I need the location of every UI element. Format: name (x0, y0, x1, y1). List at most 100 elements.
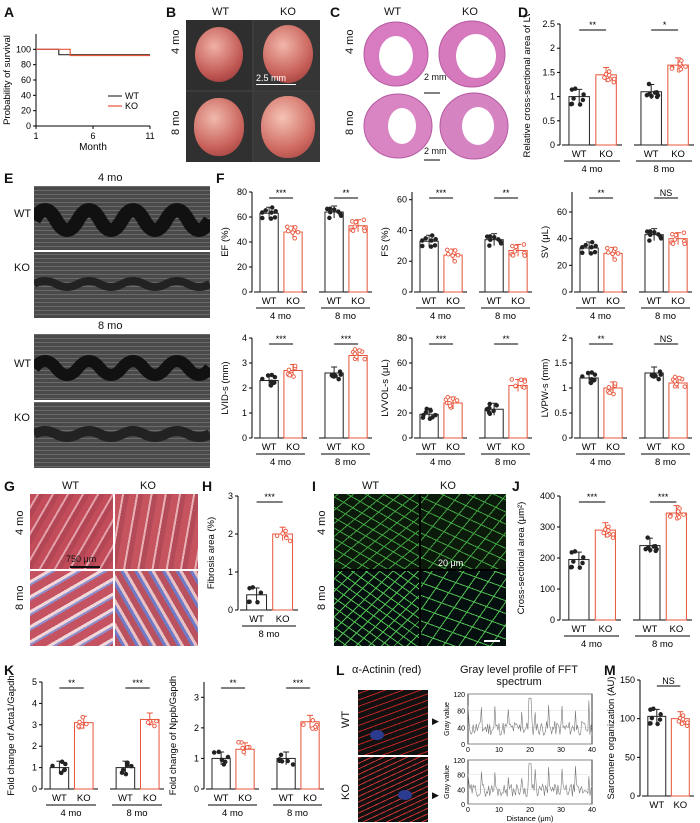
y-tick-label: 0.5 (554, 408, 567, 418)
data-point (613, 246, 618, 251)
x-tick-label: 11 (145, 131, 154, 141)
data-point (63, 761, 68, 767)
y-axis-label: Cross-sectional area (μm²) (516, 502, 527, 615)
y-axis-label: Gray value (444, 765, 451, 799)
data-point (211, 750, 217, 755)
data-point (521, 242, 527, 247)
sig-label: *** (658, 492, 669, 502)
data-point (611, 391, 616, 397)
data-point (331, 207, 337, 212)
y-axis-label: LVPW-s (mm) (540, 359, 551, 418)
y-tick-label: 2 (242, 383, 247, 393)
b-col-wt: WT (212, 6, 230, 18)
y-tick-label: 60 (397, 358, 407, 368)
y-tick-label: 4 (32, 698, 37, 708)
y-tick-label: 0 (194, 784, 199, 794)
data-point (293, 225, 298, 230)
data-point (80, 715, 86, 720)
y-axis-label: Probability of survival (2, 35, 13, 125)
data-point (361, 217, 367, 223)
data-point (580, 560, 585, 566)
data-point (362, 356, 368, 362)
group-label: 8 mo (655, 457, 676, 468)
y-tick-label: 1 (194, 753, 199, 763)
data-point (606, 69, 612, 74)
data-point (269, 210, 274, 215)
e-top-label: 4 mo (98, 172, 123, 184)
y-tick-label: 2.5 (542, 19, 555, 29)
bar (139, 718, 160, 790)
data-point (245, 745, 250, 750)
data-point (580, 555, 586, 560)
data-point (120, 767, 126, 773)
y-axis-label: LVVOL-s (μL) (380, 359, 391, 417)
data-point (452, 259, 457, 264)
e-row-wt2: WT (14, 358, 32, 370)
data-point (350, 228, 356, 233)
sig-label: ** (503, 334, 511, 344)
y-tick-label: 80 (457, 773, 465, 780)
y-tick-label: 0 (402, 433, 407, 443)
l-row-wt: WT (340, 710, 352, 728)
data-point (606, 73, 612, 78)
data-point (585, 370, 591, 376)
x-tick-label: 6 (90, 131, 95, 141)
x-tick-label: KO (671, 296, 685, 307)
data-point (455, 252, 461, 258)
data-point (589, 245, 594, 250)
data-point (454, 398, 460, 403)
y-tick-label: 0 (550, 615, 555, 625)
data-point (423, 236, 428, 241)
group-label: 8 mo (652, 639, 673, 650)
y-axis-label: Fold change of Acta1/Gapdh (6, 675, 17, 795)
data-point (330, 373, 335, 379)
data-point (583, 242, 588, 248)
x-axis-label: Distance (μm) (507, 814, 554, 823)
bar (670, 718, 690, 797)
profile-line (467, 763, 593, 798)
data-point (651, 229, 657, 235)
y-tick-label: 0 (26, 121, 31, 131)
y-tick-label: 3 (228, 491, 233, 501)
data-point (491, 408, 496, 414)
data-point (513, 244, 519, 249)
x-tick-label: WT (487, 296, 502, 307)
panel-letter-e: E (4, 170, 14, 186)
chart-lvvols: 0 20 40 60 80 LVVOL-s (μL) WT KO 4 mo *** WT KO 8 mo… (380, 333, 532, 468)
wga-images: 20 μm (334, 494, 506, 646)
chart-l-wt: 0 40 80 120 0 10 20 30 40 Gray value (444, 692, 596, 754)
x-tick-label: WT (647, 296, 662, 307)
data-point (487, 411, 493, 417)
sig-label: *** (341, 334, 352, 344)
data-point (615, 251, 621, 256)
data-point (606, 385, 612, 390)
b-col-ko: KO (280, 6, 296, 18)
x-tick-label: WT (262, 296, 277, 307)
heart-photos: 2.5 mm (186, 20, 320, 162)
data-point (272, 215, 278, 220)
group-label: 4 mo (270, 457, 291, 468)
data-point (268, 216, 274, 221)
y-axis-label: Gray value (444, 702, 451, 736)
data-point (272, 374, 278, 380)
panel-letter-i: I (312, 478, 316, 494)
data-point (258, 590, 264, 596)
data-point (572, 86, 578, 91)
data-point (350, 219, 355, 224)
bar (73, 722, 94, 790)
data-point (602, 75, 607, 80)
sig-label: *** (264, 492, 275, 502)
data-point (611, 76, 617, 82)
sig-label: *** (132, 678, 143, 688)
x-tick-label: WT (327, 296, 342, 307)
x-tick-label: KO (286, 442, 300, 453)
data-point (273, 208, 278, 214)
panel-letter-f: F (216, 170, 225, 186)
sig-label: ** (343, 188, 351, 198)
y-tick-label: 2 (562, 333, 567, 343)
panel-letter-c: C (330, 4, 341, 20)
y-tick-label: 0 (550, 140, 555, 150)
group-label: 8 mo (653, 164, 674, 175)
data-point (433, 412, 438, 418)
sig-label: NS (660, 188, 673, 198)
